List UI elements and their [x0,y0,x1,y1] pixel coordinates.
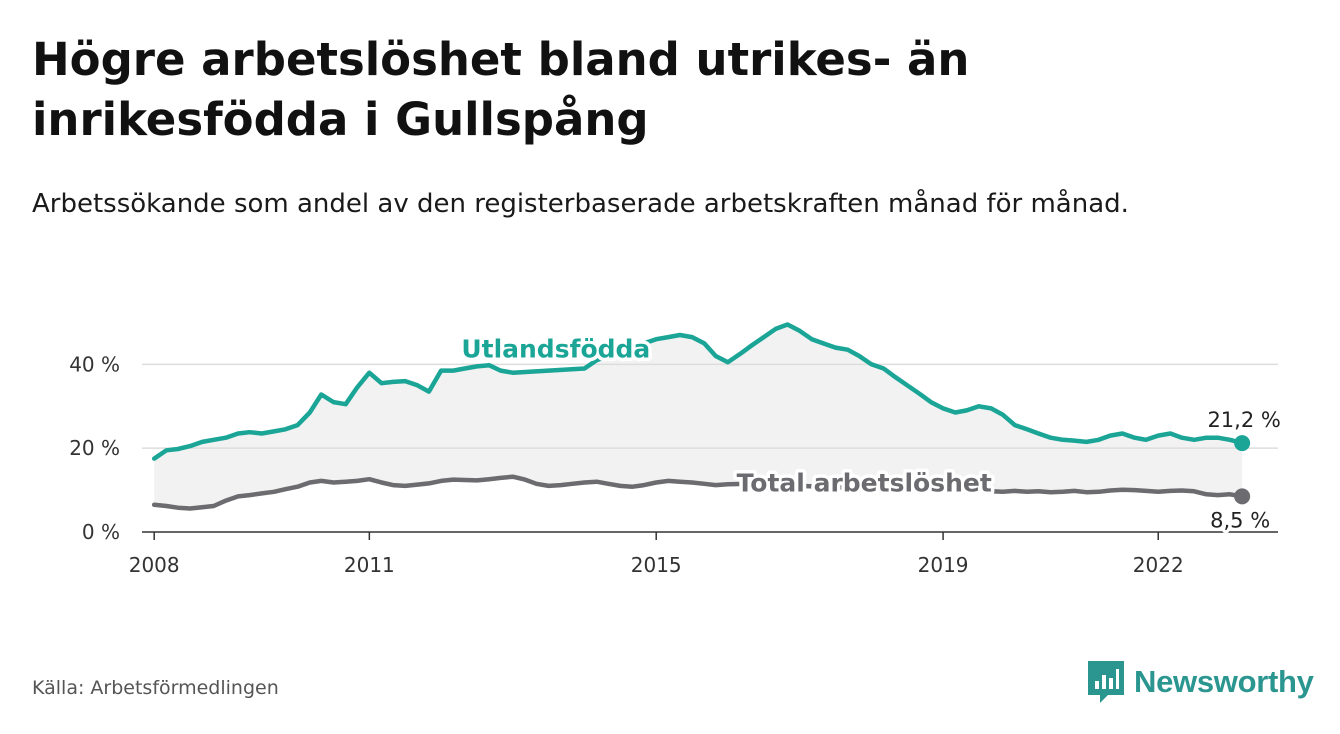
series-line-layer [151,322,1251,511]
gridline-layer [142,363,1278,540]
utlandsfodda-line [151,322,1245,461]
y-tick-label: 40 % [69,352,120,376]
y-tick-label: 20 % [69,436,120,460]
utlandsfodda-end-label: 21,2 % [1207,408,1280,432]
y-tick-label: 0 % [82,520,120,544]
source-note: Källa: Arbetsförmedlingen [32,677,279,699]
chart-subtitle: Arbetssökande som andel av den registerb… [32,189,1129,219]
x-tick-label: 2008 [129,553,180,577]
range-band-layer [154,324,1243,509]
brand-name: Newsworthy [1134,664,1314,699]
total-arbetsloshet-end-marker [1234,488,1251,505]
x-tick-label: 2019 [918,553,969,577]
label-layer: 0 % 20 % 40 % 2008 2011 2015 2019 2022 21,2 % 8,5… [69,331,1281,577]
total-arbetsloshet-series-label: Total arbetslöshet [737,468,992,497]
utlandsfodda-end-marker [1234,435,1251,452]
total-arbetsloshet-end-label: 8,5 % [1210,508,1270,532]
x-tick-label: 2022 [1133,553,1184,577]
total-arbetsloshet-line [151,474,1245,511]
x-tick-label: 2015 [631,553,682,577]
newsworthy-logo[interactable]: Newsworthy [1088,660,1314,704]
range-band [154,324,1243,509]
utlandsfodda-series-label: Utlandsfödda [461,335,650,364]
chart-title: Högre arbetslöshet bland utrikes- än inr… [32,33,970,146]
bar-chart-icon [1088,661,1124,703]
x-tick-label: 2011 [344,553,395,577]
